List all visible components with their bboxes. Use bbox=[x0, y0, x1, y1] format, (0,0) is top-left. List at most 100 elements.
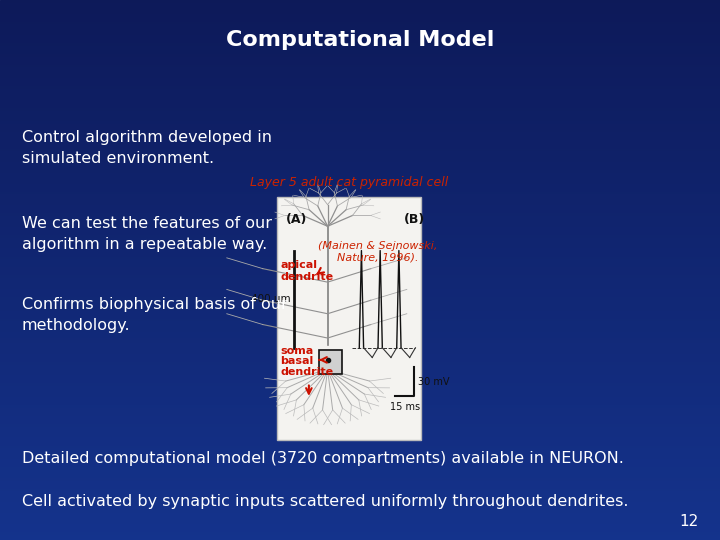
Text: Cell activated by synaptic inputs scattered uniformly throughout dendrites.: Cell activated by synaptic inputs scatte… bbox=[22, 494, 628, 509]
Bar bbox=[0, 443, 720, 445]
Bar bbox=[0, 221, 720, 224]
Bar bbox=[0, 205, 720, 208]
Bar bbox=[0, 30, 720, 32]
Bar bbox=[0, 518, 720, 521]
Bar bbox=[0, 491, 720, 494]
Bar bbox=[0, 410, 720, 413]
Bar bbox=[0, 386, 720, 389]
Bar bbox=[0, 170, 720, 173]
Bar bbox=[0, 27, 720, 30]
Bar bbox=[0, 178, 720, 181]
Bar bbox=[0, 310, 720, 313]
Bar bbox=[0, 3, 720, 5]
Bar bbox=[0, 381, 720, 383]
Bar bbox=[0, 502, 720, 505]
Bar bbox=[0, 151, 720, 154]
Bar bbox=[0, 494, 720, 497]
Text: We can test the features of our
algorithm in a repeatable way.: We can test the features of our algorith… bbox=[22, 216, 271, 252]
Bar bbox=[0, 297, 720, 300]
Bar bbox=[0, 119, 720, 122]
Text: Computational Model: Computational Model bbox=[226, 30, 494, 51]
Bar bbox=[0, 284, 720, 286]
Bar bbox=[0, 313, 720, 316]
Bar bbox=[0, 59, 720, 62]
Bar bbox=[0, 251, 720, 254]
Bar bbox=[0, 103, 720, 105]
Bar bbox=[0, 456, 720, 459]
Bar bbox=[0, 5, 720, 8]
Bar bbox=[0, 111, 720, 113]
Bar bbox=[0, 354, 720, 356]
Bar bbox=[0, 424, 720, 427]
Bar bbox=[0, 89, 720, 92]
Bar bbox=[0, 181, 720, 184]
Bar bbox=[0, 51, 720, 54]
Bar bbox=[0, 324, 720, 327]
Bar bbox=[0, 57, 720, 59]
Bar bbox=[0, 470, 720, 472]
Bar bbox=[0, 68, 720, 70]
Bar bbox=[0, 383, 720, 386]
Bar bbox=[0, 346, 720, 348]
Bar bbox=[0, 108, 720, 111]
Text: apical
dendrite: apical dendrite bbox=[280, 260, 333, 281]
Bar bbox=[0, 467, 720, 470]
Bar bbox=[0, 43, 720, 46]
Bar bbox=[0, 462, 720, 464]
Bar bbox=[0, 8, 720, 11]
Bar bbox=[277, 197, 421, 440]
Bar bbox=[0, 359, 720, 362]
Bar bbox=[0, 394, 720, 397]
Bar bbox=[0, 22, 720, 24]
Bar bbox=[0, 308, 720, 310]
Bar bbox=[0, 38, 720, 40]
Bar bbox=[0, 273, 720, 275]
Bar bbox=[0, 176, 720, 178]
Text: Confirms biophysical basis of our
methodology.: Confirms biophysical basis of our method… bbox=[22, 297, 287, 333]
Bar bbox=[0, 356, 720, 359]
Bar bbox=[0, 81, 720, 84]
Bar bbox=[0, 389, 720, 392]
Bar bbox=[0, 132, 720, 135]
Bar bbox=[0, 537, 720, 540]
Bar bbox=[0, 405, 720, 408]
Bar bbox=[0, 286, 720, 289]
Bar bbox=[0, 408, 720, 410]
Bar bbox=[0, 332, 720, 335]
Bar bbox=[0, 532, 720, 535]
Bar bbox=[0, 62, 720, 65]
Bar bbox=[0, 238, 720, 240]
Bar bbox=[0, 86, 720, 89]
Bar bbox=[0, 78, 720, 81]
Bar bbox=[0, 54, 720, 57]
Bar bbox=[0, 0, 720, 3]
Bar bbox=[0, 189, 720, 192]
Bar bbox=[0, 138, 720, 140]
Bar bbox=[0, 459, 720, 462]
Bar bbox=[0, 327, 720, 329]
Bar bbox=[0, 246, 720, 248]
Bar bbox=[0, 446, 720, 448]
Bar bbox=[0, 113, 720, 116]
Bar bbox=[0, 192, 720, 194]
Bar bbox=[0, 364, 720, 367]
Bar bbox=[0, 508, 720, 510]
Bar bbox=[0, 321, 720, 324]
Bar bbox=[0, 294, 720, 297]
Bar bbox=[0, 184, 720, 186]
Bar bbox=[0, 84, 720, 86]
Bar bbox=[0, 173, 720, 176]
Text: Layer 5 adult cat pyramidal cell: Layer 5 adult cat pyramidal cell bbox=[250, 176, 449, 189]
Bar bbox=[0, 373, 720, 375]
Bar bbox=[0, 97, 720, 100]
Bar bbox=[0, 267, 720, 270]
Bar bbox=[0, 254, 720, 256]
Bar bbox=[0, 165, 720, 167]
Bar bbox=[0, 329, 720, 332]
Text: 15 ms: 15 ms bbox=[390, 402, 420, 412]
Bar bbox=[0, 454, 720, 456]
Bar bbox=[0, 105, 720, 108]
Bar bbox=[0, 100, 720, 103]
Text: 12: 12 bbox=[679, 514, 698, 529]
Bar bbox=[0, 481, 720, 483]
